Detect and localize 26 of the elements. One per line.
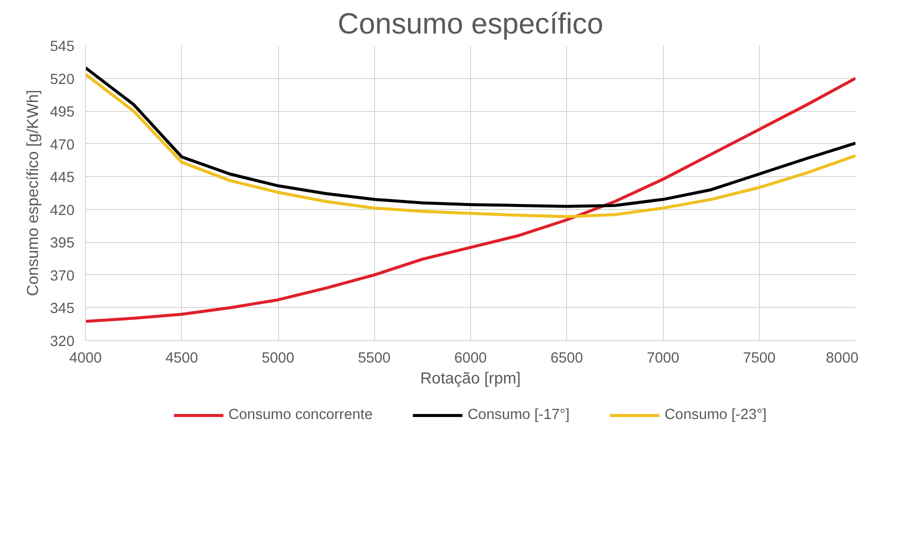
y-tick-label: 320 bbox=[50, 334, 75, 350]
y-tick-label: 445 bbox=[50, 170, 75, 186]
y-tick-label: 470 bbox=[50, 137, 75, 154]
x-tick-label: 5500 bbox=[358, 350, 391, 366]
x-tick-label: 6500 bbox=[550, 350, 584, 366]
x-tick-label: 8000 bbox=[826, 350, 859, 366]
legend-label: Consumo concorrente bbox=[228, 407, 373, 423]
legend-label: Consumo [-17°] bbox=[468, 407, 570, 423]
chart-title: Consumo específico bbox=[338, 8, 604, 40]
x-tick-label: 4500 bbox=[165, 350, 198, 366]
y-tick-label: 345 bbox=[50, 301, 75, 318]
y-tick-label: 520 bbox=[50, 72, 75, 88]
line-series bbox=[86, 76, 856, 323]
y-tick-label: 395 bbox=[50, 236, 75, 252]
y-tick-label: 370 bbox=[50, 268, 75, 284]
y-tick-label: 545 bbox=[50, 39, 75, 55]
x-tick-label: 5000 bbox=[262, 350, 294, 366]
x-axis-title: Rotação [rpm] bbox=[420, 370, 521, 388]
x-tick-label: 4000 bbox=[69, 350, 102, 366]
y-tick-label: 495 bbox=[50, 104, 75, 121]
x-tick-label: 7000 bbox=[646, 350, 680, 366]
y-axis-title: Consumo específico [g/KWh] bbox=[25, 90, 42, 296]
x-tick-label: 7500 bbox=[742, 350, 776, 366]
y-tick-label: 420 bbox=[50, 202, 75, 219]
legend-label: Consumo [-23°] bbox=[664, 407, 767, 423]
x-tick-label: 6000 bbox=[454, 350, 487, 366]
